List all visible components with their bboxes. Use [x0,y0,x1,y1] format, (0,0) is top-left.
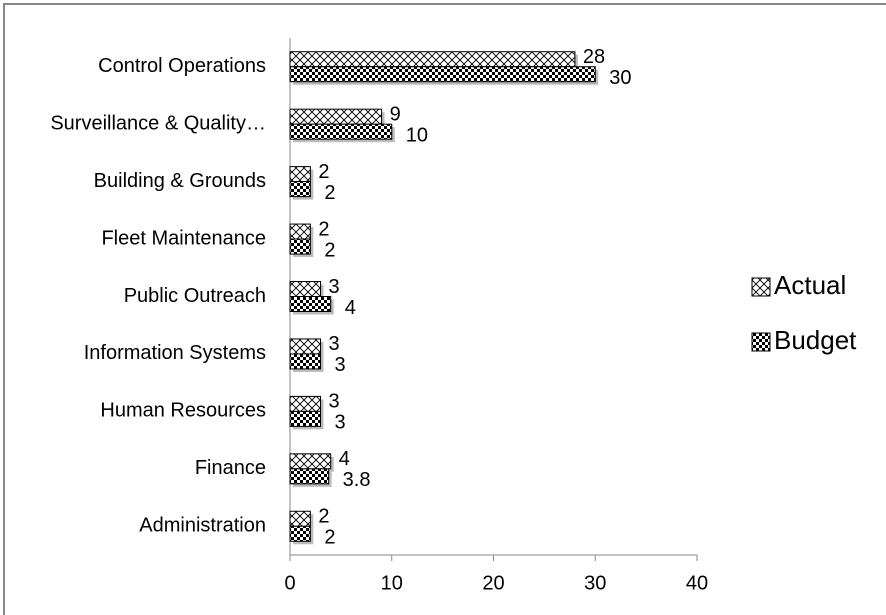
bar [289,338,322,355]
value-label: 28 [583,46,605,68]
value-label: 4 [345,297,356,319]
y-tick-label: Surveillance & Quality… [50,112,266,134]
x-tick-label: 10 [381,572,403,594]
bar [289,166,311,183]
frame [3,3,886,615]
legend-swatch [751,277,771,297]
bar [289,281,322,297]
value-label: 3.8 [343,469,371,491]
y-tick-label: Finance [195,457,266,479]
value-label: 4 [339,448,350,470]
bar [289,395,322,412]
value-label: 2 [318,506,329,528]
value-label: 30 [609,67,631,89]
y-tick-label: Administration [139,515,266,537]
bar [289,353,322,370]
bar [289,510,311,527]
bar [289,123,393,140]
bar [289,238,311,255]
bar [289,51,576,68]
legend-label: Budget [774,325,857,355]
value-label: 2 [318,161,329,183]
bar [289,181,311,198]
y-tick-label: Public Outreach [124,285,266,307]
value-label: 3 [329,276,340,298]
bar [289,296,332,312]
legend-swatch [751,332,771,352]
x-tick-label: 0 [284,572,295,594]
bar [289,525,311,542]
legend-label: Actual [774,270,846,300]
y-tick-label: Control Operations [98,55,266,77]
value-label: 2 [318,218,329,240]
bar [289,223,311,240]
bar [289,453,332,470]
bar [289,468,330,485]
value-label: 2 [324,527,335,549]
x-tick-label: 30 [584,572,606,594]
x-tick-label: 40 [686,572,708,594]
bar [289,108,383,125]
value-label: 3 [335,412,346,434]
value-label: 2 [324,182,335,204]
bar [289,410,322,427]
value-label: 9 [390,103,401,125]
value-label: 3 [329,391,340,413]
y-tick-label: Human Resources [100,400,266,422]
value-label: 2 [324,239,335,261]
bar [289,66,596,83]
value-label: 3 [335,354,346,376]
y-tick-label: Fleet Maintenance [101,227,266,249]
y-tick-label: Building & Grounds [94,170,266,192]
value-label: 10 [406,124,428,146]
x-tick-label: 20 [482,572,504,594]
y-tick-label: Information Systems [84,342,266,364]
value-label: 3 [329,333,340,355]
